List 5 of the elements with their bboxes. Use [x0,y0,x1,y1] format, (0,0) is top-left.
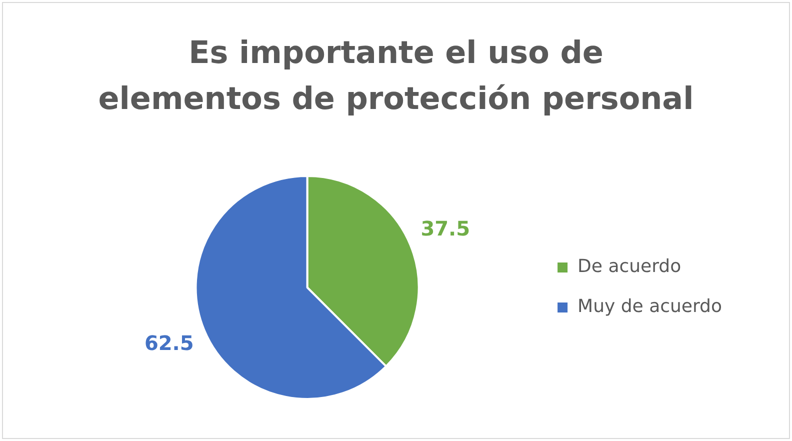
data-label: 37.5 [420,216,470,240]
data-label: 62.5 [144,330,194,355]
legend-label: Muy de acuerdo [578,296,722,318]
legend-label: De acuerdo [578,256,682,278]
chart-title: Es importante el uso de elementos de protección personal [97,34,695,119]
